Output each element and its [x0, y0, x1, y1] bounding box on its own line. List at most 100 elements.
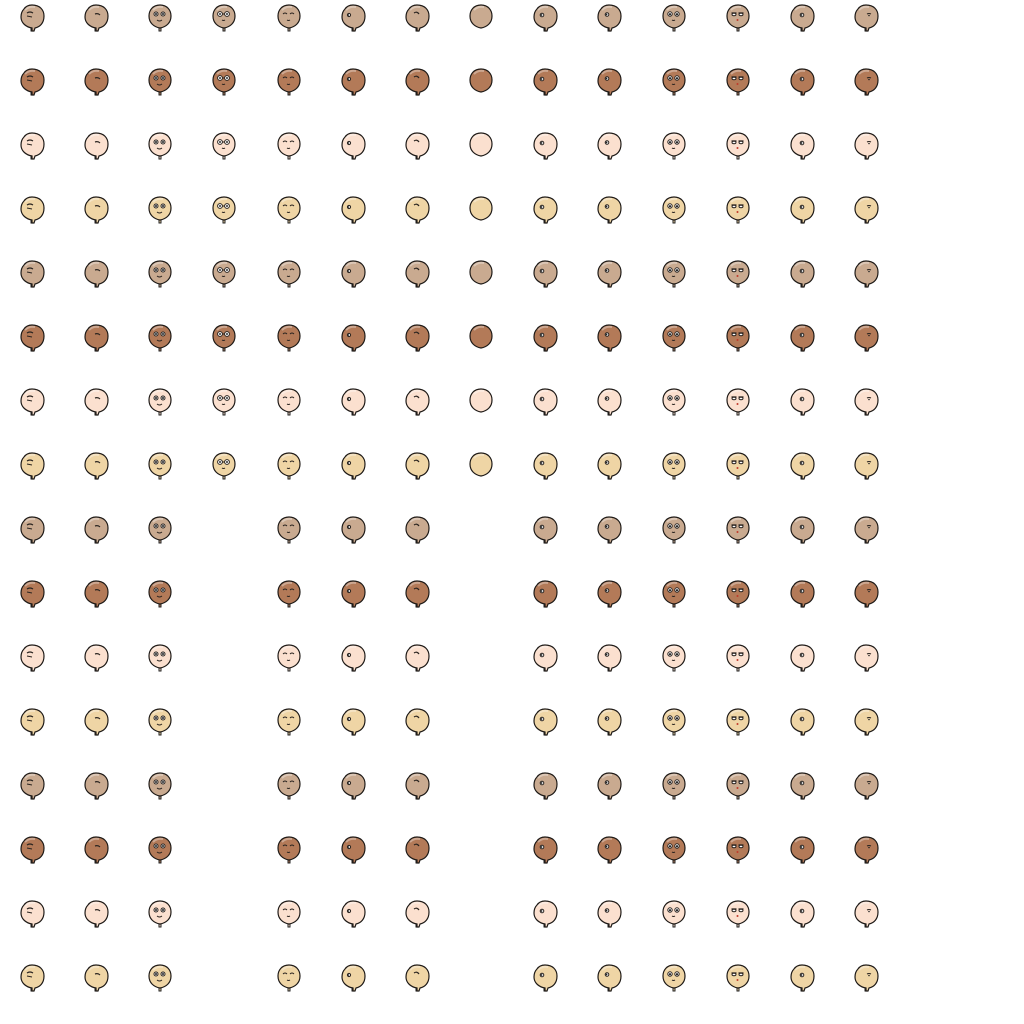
face-sprite-three-quarter-closed	[82, 67, 110, 97]
face-sprite-front-wide	[660, 643, 688, 673]
face-sprite-side-wink	[18, 515, 46, 545]
face-sprite-side-left-2	[531, 3, 559, 33]
face-sprite-three-quarter	[595, 323, 623, 353]
face-sprite-front-wide	[660, 515, 688, 545]
face-sprite-front-wide	[660, 195, 688, 225]
face-sprite-side-left-2	[531, 515, 559, 545]
face-sprite-side-wink-right	[403, 3, 431, 33]
face-sprite-side-left-2	[531, 67, 559, 97]
face-sprite-front-smile	[146, 195, 174, 225]
face-sprite-side-left-2	[531, 643, 559, 673]
face-sprite-side-wink-right	[403, 707, 431, 737]
face-sprite-side-wink	[18, 195, 46, 225]
face-sprite-three-quarter	[595, 899, 623, 929]
face-sprite-front-wide	[660, 323, 688, 353]
face-sprite-side-wink	[18, 451, 46, 481]
face-sprite-side-wink-right	[403, 131, 431, 161]
face-sprite-front-wide	[660, 387, 688, 417]
face-sprite-front-closed	[275, 771, 303, 801]
face-sprite-front-lashes	[724, 195, 752, 225]
face-sprite-back	[467, 259, 495, 289]
face-sprite-front-smile	[146, 451, 174, 481]
face-sprite-front-wide	[660, 67, 688, 97]
face-sprite-side-left-2	[531, 707, 559, 737]
face-sprite-front-wide	[660, 131, 688, 161]
face-sprite-side-wink	[18, 643, 46, 673]
face-sprite-front-wide	[660, 3, 688, 33]
face-sprite-side-right	[788, 67, 816, 97]
face-sprite-back	[467, 131, 495, 161]
face-sprite-side-right	[788, 451, 816, 481]
face-sprite-front-smile	[146, 579, 174, 609]
face-sprite-back	[467, 195, 495, 225]
face-sprite-three-quarter-closed	[82, 323, 110, 353]
face-sprite-front-wide	[660, 771, 688, 801]
face-sprite-front-lashes	[724, 451, 752, 481]
face-sprite-side-right	[788, 131, 816, 161]
face-sprite-three-quarter	[595, 771, 623, 801]
face-sprite-side-right-2	[852, 579, 880, 609]
face-sprite-side-right-2	[852, 899, 880, 929]
face-sprite-front-smile	[146, 643, 174, 673]
face-sprite-side-left-2	[531, 387, 559, 417]
face-sprite-three-quarter	[595, 963, 623, 993]
face-sprite-side-wink-right	[403, 899, 431, 929]
face-sprite-side-wink-right	[403, 387, 431, 417]
face-sprite-front-closed	[275, 451, 303, 481]
face-sprite-three-quarter-closed	[82, 131, 110, 161]
face-sprite-side-wink	[18, 899, 46, 929]
face-sprite-side-wink-right	[403, 323, 431, 353]
face-sprite-side-right	[788, 707, 816, 737]
face-sprite-side-right	[788, 3, 816, 33]
face-sprite-side-right	[788, 771, 816, 801]
face-sprite-front-lashes	[724, 67, 752, 97]
face-sprite-side-right-2	[852, 707, 880, 737]
face-sprite-side-left	[339, 451, 367, 481]
face-sprite-front-wide	[660, 451, 688, 481]
face-sprite-three-quarter	[595, 643, 623, 673]
face-sprite-three-quarter-closed	[82, 771, 110, 801]
face-sprite-side-right-2	[852, 771, 880, 801]
face-sprite-side-right-2	[852, 643, 880, 673]
face-sprite-side-left-2	[531, 899, 559, 929]
face-sprite-side-right-2	[852, 3, 880, 33]
face-sprite-front-closed	[275, 195, 303, 225]
face-sprite-front-closed	[275, 899, 303, 929]
face-sprite-side-wink	[18, 707, 46, 737]
face-sprite-three-quarter	[595, 195, 623, 225]
face-sprite-side-wink	[18, 579, 46, 609]
face-sprite-three-quarter-closed	[82, 963, 110, 993]
face-sprite-front-closed	[275, 515, 303, 545]
face-sprite-side-left	[339, 3, 367, 33]
face-sprite-three-quarter	[595, 131, 623, 161]
face-sprite-front-glasses	[210, 67, 238, 97]
face-sprite-side-right	[788, 515, 816, 545]
face-sprite-side-right-2	[852, 131, 880, 161]
face-sprite-side-left-2	[531, 835, 559, 865]
face-sprite-side-right-2	[852, 323, 880, 353]
face-sprite-three-quarter	[595, 387, 623, 417]
face-sprite-front-lashes	[724, 707, 752, 737]
face-sprite-side-right	[788, 387, 816, 417]
face-sprite-side-right	[788, 579, 816, 609]
face-sprite-side-wink	[18, 3, 46, 33]
face-sprite-front-lashes	[724, 643, 752, 673]
face-sprite-three-quarter-closed	[82, 195, 110, 225]
face-sprite-side-right	[788, 835, 816, 865]
face-sprite-front-lashes	[724, 963, 752, 993]
face-sprite-side-right-2	[852, 195, 880, 225]
face-sprite-side-right	[788, 963, 816, 993]
face-sprite-front-glasses	[210, 131, 238, 161]
face-sprite-side-left	[339, 707, 367, 737]
face-sprite-three-quarter	[595, 515, 623, 545]
face-sprite-side-right-2	[852, 963, 880, 993]
face-sprite-side-wink-right	[403, 579, 431, 609]
face-sprite-side-wink	[18, 259, 46, 289]
face-sprite-side-left	[339, 387, 367, 417]
face-sprite-front-closed	[275, 579, 303, 609]
face-sprite-side-left-2	[531, 963, 559, 993]
face-sprite-front-lashes	[724, 131, 752, 161]
face-sprite-front-lashes	[724, 771, 752, 801]
face-sprite-front-smile	[146, 835, 174, 865]
